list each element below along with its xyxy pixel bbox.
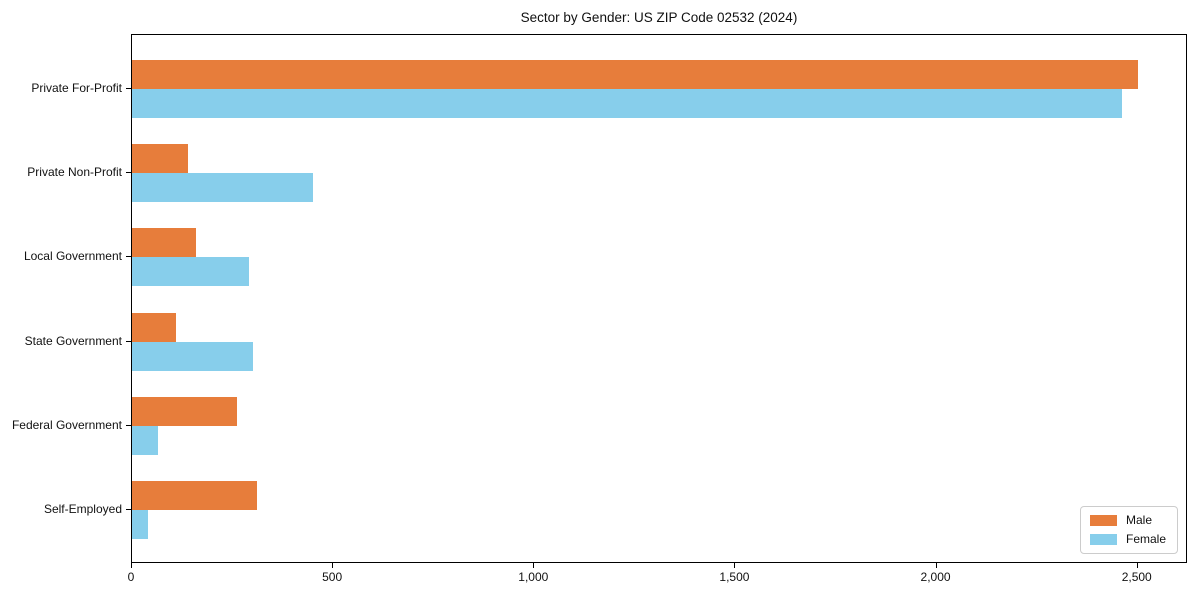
y-axis-label: Private Non-Profit	[27, 165, 122, 180]
bar-male	[132, 312, 177, 342]
bar-female	[132, 257, 249, 287]
x-tick-label: 0	[127, 570, 135, 584]
bar-male	[132, 144, 189, 174]
x-tick-label: 1,500	[719, 570, 750, 584]
y-tick	[126, 256, 131, 258]
y-axis-label: Federal Government	[11, 417, 122, 432]
bar-female	[132, 341, 253, 371]
x-tick	[131, 563, 132, 568]
y-tick	[126, 172, 131, 174]
x-tick	[533, 563, 535, 568]
x-tick-label: 500	[322, 570, 343, 584]
y-axis-label: Private For-Profit	[31, 81, 122, 95]
bar-male	[132, 228, 197, 258]
legend-item-male: Male	[1089, 513, 1166, 527]
bar-female	[132, 89, 1122, 118]
bar-female	[132, 173, 314, 203]
x-tick	[332, 563, 334, 568]
bar-male	[132, 60, 1138, 89]
x-tick-label: 2,500	[1121, 570, 1152, 584]
y-tick	[126, 88, 131, 89]
bar-female	[132, 510, 149, 539]
legend-item-female: Female	[1089, 532, 1166, 546]
x-tick	[734, 563, 736, 568]
y-tick	[126, 509, 131, 510]
x-tick-label: 1,000	[518, 570, 549, 584]
y-axis-label: State Government	[24, 333, 122, 348]
y-tick	[126, 340, 131, 342]
plot-area	[131, 34, 1187, 563]
legend-swatch-male	[1089, 515, 1117, 526]
y-axis-label: Self-Employed	[43, 502, 122, 516]
legend: Male Female	[1079, 506, 1178, 554]
chart-title: Sector by Gender: US ZIP Code 02532 (202…	[520, 10, 798, 25]
x-tick	[1136, 563, 1138, 568]
legend-swatch-female	[1089, 534, 1117, 545]
x-tick-label: 2,000	[920, 570, 951, 584]
legend-label-male: Male	[1125, 513, 1152, 527]
legend-label-female: Female	[1125, 532, 1166, 546]
x-tick	[935, 563, 937, 568]
bar-male	[132, 481, 257, 510]
y-tick	[126, 424, 131, 426]
bar-female	[132, 425, 159, 455]
y-axis-label: Local Government	[23, 249, 122, 264]
bar-male	[132, 396, 237, 426]
